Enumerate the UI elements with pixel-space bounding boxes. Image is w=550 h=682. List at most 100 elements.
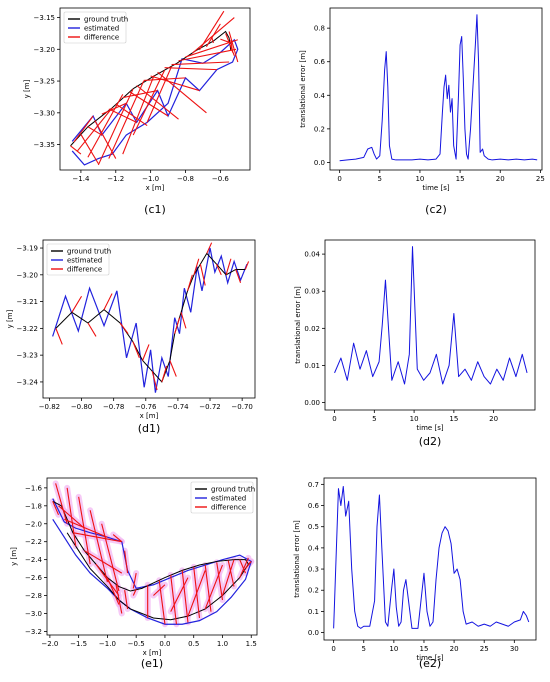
- difference-line: [115, 103, 148, 126]
- legend-box: [46, 243, 110, 276]
- x-axis-label: x [m]: [143, 649, 162, 657]
- difference-line: [239, 559, 246, 574]
- ground-truth-path: [52, 500, 249, 621]
- difference-line: [87, 94, 124, 158]
- difference-line: [101, 102, 127, 115]
- plot-area: [333, 485, 530, 629]
- difference-line: [211, 36, 214, 44]
- legend-entry: difference: [84, 34, 119, 42]
- y-tick-label: −2.6: [25, 574, 43, 582]
- difference-line: [136, 85, 179, 120]
- y-axis-label: y [m]: [23, 79, 31, 98]
- y-tick-label: 0.3: [308, 566, 319, 574]
- difference-line: [132, 589, 137, 596]
- x-tick-label: −0.74: [167, 403, 189, 411]
- panel-e1: −2.0 −1.5 −1.0 −0.5 0.0 0.5 1.0 1.5 −3.2 −3.0 −2.8…: [10, 477, 258, 670]
- difference-line: [205, 23, 221, 48]
- axes-frame: [42, 239, 256, 399]
- difference-line: [72, 532, 122, 543]
- panel-e2: 0 5 10 15 20 25 30 0.0 0.1 0.2 0.3 0.4 0.5 0.6 0.7 time…: [293, 477, 537, 670]
- y-axis-label: y [m]: [6, 309, 14, 328]
- difference-line: [73, 115, 94, 143]
- panel-c2: 0 5 10 15 20 25 0.0 0.2 0.4 0.6 0.8 time [s] transla…: [299, 7, 545, 216]
- x-tick-label: 0: [337, 175, 341, 183]
- y-tick-label: −3.20: [17, 271, 38, 279]
- plot-area: [49, 480, 255, 628]
- x-tick-label: −1.0: [142, 175, 159, 183]
- difference-line: [228, 31, 239, 63]
- difference-line: [55, 328, 63, 345]
- difference-line: [78, 496, 91, 565]
- y-tick-label: 0.02: [304, 325, 320, 333]
- y-tick-label: 0.6: [308, 502, 320, 510]
- difference-line: [170, 577, 189, 612]
- y-tick-label: 0.2: [314, 125, 325, 133]
- difference-line: [112, 534, 123, 543]
- y-tick-label: −3.35: [34, 141, 55, 149]
- difference-line: [153, 584, 166, 596]
- axes-frame: [46, 477, 258, 636]
- error-line: [339, 14, 538, 162]
- x-tick-label: 5: [362, 645, 366, 653]
- y-tick-label: 0.6: [314, 58, 326, 66]
- x-tick-label: −0.76: [135, 403, 157, 411]
- x-axis-label: time [s]: [422, 184, 449, 192]
- y-tick-label: −1.6: [25, 484, 43, 492]
- panel-caption: (c1): [144, 203, 166, 216]
- difference-line: [115, 584, 123, 614]
- legend-entry: difference: [211, 504, 246, 512]
- legend-entry: estimated: [67, 257, 102, 265]
- y-tick-label: 0.00: [304, 399, 320, 407]
- y-tick-label: −2.2: [25, 538, 42, 546]
- ground-truth-path: [55, 252, 246, 383]
- difference-line: [204, 564, 223, 610]
- x-tick-label: 0.0: [159, 640, 170, 648]
- x-axis-label: x [m]: [146, 184, 165, 192]
- x-tick-label: −0.78: [103, 403, 124, 411]
- y-tick-label: −3.20: [34, 46, 55, 54]
- difference-line: [181, 570, 189, 623]
- y-axis-label: y [m]: [10, 547, 18, 566]
- difference-line: [124, 550, 129, 574]
- legend-entry: ground truth: [211, 486, 255, 494]
- x-tick-label: 20: [489, 415, 498, 423]
- x-tick-label: 1.5: [246, 640, 257, 648]
- axes-frame: [329, 7, 543, 171]
- y-axis-label: translational error [m]: [299, 50, 307, 128]
- y-tick-label: 0.0: [308, 629, 319, 637]
- difference-line: [215, 263, 222, 276]
- y-tick-label: 0.7: [308, 481, 319, 489]
- x-tick-label: −1.4: [72, 175, 90, 183]
- x-tick-label: 30: [510, 645, 519, 653]
- difference-line: [225, 258, 232, 275]
- x-axis-label: time [s]: [416, 654, 443, 662]
- difference-line: [151, 371, 158, 391]
- difference-line: [122, 90, 158, 99]
- x-tick-label: 20: [450, 645, 459, 653]
- difference-line: [87, 322, 97, 337]
- x-tick-label: 5: [378, 175, 382, 183]
- x-tick-label: 25: [480, 645, 489, 653]
- y-tick-label: −3.25: [34, 78, 55, 86]
- difference-line: [199, 263, 206, 286]
- difference-line: [244, 261, 250, 270]
- x-tick-label: 20: [496, 175, 505, 183]
- estimated-path: [52, 247, 248, 393]
- x-tick-label: −1.2: [107, 175, 124, 183]
- x-tick-label: −1.5: [70, 640, 87, 648]
- legend-entry: estimated: [84, 25, 119, 33]
- difference-line: [174, 317, 181, 334]
- y-tick-label: −3.30: [34, 109, 55, 117]
- y-tick-label: 0.4: [308, 544, 320, 552]
- x-tick-label: 10: [389, 645, 398, 653]
- legend-entry: difference: [67, 266, 102, 274]
- y-tick-label: −3.15: [34, 14, 55, 22]
- plot-area: [339, 14, 538, 162]
- plot-area: [334, 246, 528, 385]
- difference-line: [122, 75, 155, 155]
- y-tick-label: 0.4: [314, 92, 326, 100]
- x-axis-label: x [m]: [140, 412, 159, 420]
- difference-line: [124, 590, 129, 610]
